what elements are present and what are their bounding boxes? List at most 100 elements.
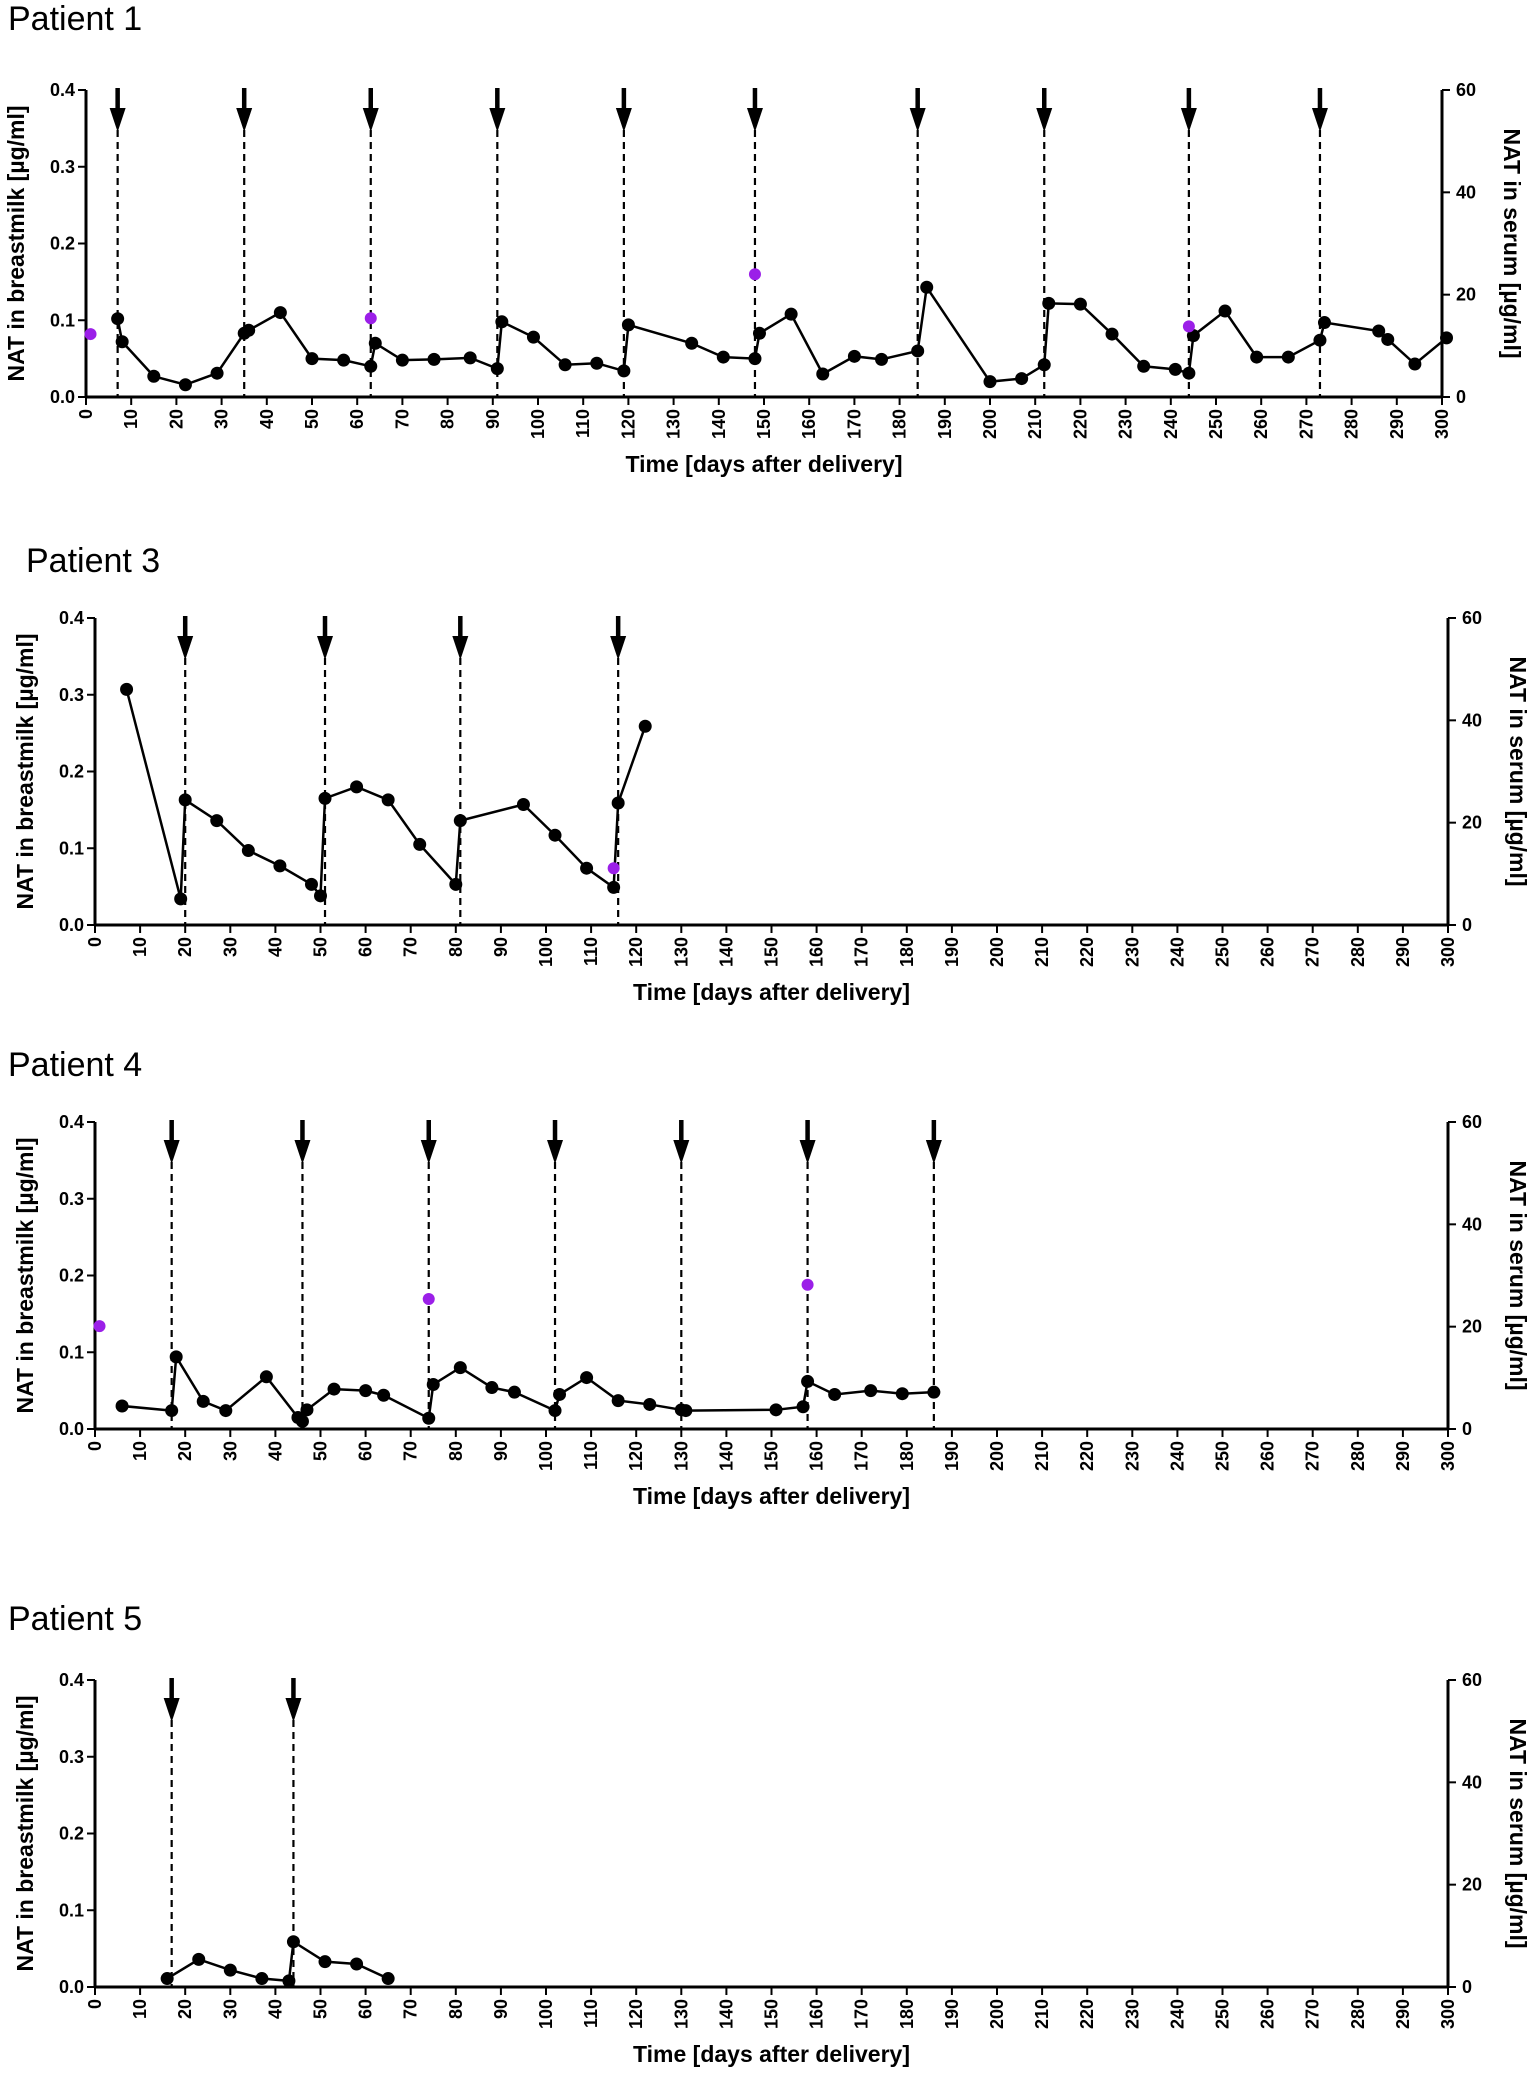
breastmilk-data-point <box>864 1384 878 1398</box>
y2-axis-label: NAT in serum [µg/ml] <box>1499 128 1525 358</box>
x-tick-label: 130 <box>664 409 684 439</box>
breastmilk-data-point <box>611 796 625 810</box>
x-tick-label: 270 <box>1303 1441 1323 1471</box>
x-tick-label: 20 <box>175 1441 195 1461</box>
breastmilk-data-point <box>318 1955 332 1969</box>
breastmilk-data-point <box>1037 358 1051 372</box>
y-tick-label: 0.3 <box>50 157 75 177</box>
dose-arrow-icon <box>673 1140 690 1164</box>
breastmilk-data-point <box>210 366 224 380</box>
breastmilk-data-point <box>580 861 594 875</box>
y2-tick-label: 0 <box>1462 1977 1472 1997</box>
y2-tick-label: 0 <box>1462 1419 1472 1439</box>
x-tick-label: 230 <box>1116 409 1136 439</box>
dose-arrow-icon <box>294 1140 311 1164</box>
x-tick-label: 200 <box>987 1441 1007 1471</box>
x-tick-label: 140 <box>716 1999 736 2029</box>
breastmilk-data-point <box>617 364 631 378</box>
x-tick-label: 250 <box>1206 409 1226 439</box>
x-tick-label: 100 <box>528 409 548 439</box>
breastmilk-data-point <box>305 352 319 366</box>
breastmilk-data-point <box>895 1387 909 1401</box>
x-tick-label: 140 <box>709 409 729 439</box>
breastmilk-data-point <box>1281 350 1295 364</box>
breastmilk-data-point <box>318 791 332 805</box>
x-tick-label: 90 <box>491 1441 511 1461</box>
x-tick-label: 290 <box>1393 937 1413 967</box>
x-tick-label: 120 <box>626 937 646 967</box>
y-tick-label: 0.1 <box>59 1342 84 1362</box>
x-tick-label: 80 <box>438 409 458 429</box>
x-tick-label: 290 <box>1387 409 1407 439</box>
x-tick-label: 180 <box>897 1441 917 1471</box>
x-axis-label: Time [days after delivery] <box>633 979 910 1005</box>
x-axis-label: Time [days after delivery] <box>626 451 903 477</box>
breastmilk-data-point <box>716 350 730 364</box>
breastmilk-data-point <box>847 349 861 363</box>
breastmilk-data-point <box>273 306 287 320</box>
x-tick-label: 10 <box>121 409 141 429</box>
breastmilk-data-point <box>381 1972 395 1986</box>
x-tick-label: 130 <box>671 937 691 967</box>
breastmilk-data-point <box>169 1350 183 1364</box>
x-tick-label: 180 <box>897 1999 917 2029</box>
panel-title: Patient 1 <box>8 0 142 38</box>
breastmilk-data-point <box>911 344 925 358</box>
x-tick-label: 290 <box>1393 1441 1413 1471</box>
breastmilk-data-point <box>377 1388 391 1402</box>
y-tick-label: 0.0 <box>50 387 75 407</box>
y-tick-label: 0.2 <box>59 1824 84 1844</box>
breastmilk-data-point <box>1105 327 1119 341</box>
breastmilk-data-point <box>115 1399 129 1413</box>
breastmilk-data-point <box>769 1403 783 1417</box>
x-tick-label: 290 <box>1393 1999 1413 2029</box>
breastmilk-data-point <box>364 359 378 373</box>
x-tick-label: 110 <box>581 1999 601 2028</box>
serum-data-point <box>84 328 97 341</box>
breastmilk-data-point <box>796 1400 810 1414</box>
y-tick-label: 0.3 <box>59 685 84 705</box>
breastmilk-data-point <box>526 330 540 344</box>
x-tick-label: 100 <box>536 1999 556 2029</box>
x-tick-label: 70 <box>401 1441 421 1461</box>
breastmilk-data-point <box>241 844 255 858</box>
dose-arrow-icon <box>236 108 253 132</box>
x-tick-label: 260 <box>1258 937 1278 967</box>
serum-data-point <box>607 862 620 875</box>
breastmilk-data-point <box>453 1361 467 1375</box>
breastmilk-data-point <box>282 1974 296 1988</box>
dose-arrow-icon <box>909 108 926 132</box>
x-tick-label: 50 <box>311 937 331 957</box>
x-tick-label: 60 <box>347 409 367 429</box>
breastmilk-data-point <box>1042 296 1056 310</box>
x-tick-label: 240 <box>1167 1999 1187 2029</box>
x-tick-label: 300 <box>1438 1441 1458 1471</box>
x-tick-label: 40 <box>257 409 277 429</box>
x-tick-label: 120 <box>618 409 638 439</box>
x-tick-label: 200 <box>980 409 1000 439</box>
breastmilk-data-point <box>453 814 467 828</box>
x-tick-label: 130 <box>671 1999 691 2029</box>
breastmilk-data-point <box>286 1935 300 1949</box>
x-tick-label: 0 <box>76 409 96 419</box>
y-tick-label: 0.4 <box>59 1112 84 1132</box>
x-tick-label: 40 <box>265 1441 285 1461</box>
y-axis-label: NAT in breastmilk [µg/ml] <box>12 1695 38 1971</box>
breastmilk-data-point <box>381 793 395 807</box>
x-tick-label: 260 <box>1251 409 1271 439</box>
x-tick-label: 60 <box>356 937 376 957</box>
breastmilk-data-point <box>553 1387 567 1401</box>
dose-arrow-icon <box>1036 108 1053 132</box>
x-tick-label: 10 <box>130 937 150 957</box>
y-tick-label: 0.2 <box>59 1266 84 1286</box>
x-tick-label: 220 <box>1070 409 1090 439</box>
breastmilk-data-point <box>449 877 463 891</box>
y2-tick-label: 40 <box>1462 1214 1482 1234</box>
series-line <box>116 283 1448 387</box>
x-tick-label: 80 <box>446 1999 466 2019</box>
dose-arrow-icon <box>163 1698 180 1722</box>
y-tick-label: 0.3 <box>59 1747 84 1767</box>
x-tick-label: 210 <box>1025 409 1045 439</box>
y-tick-label: 0.4 <box>59 1670 84 1690</box>
x-tick-label: 190 <box>942 1441 962 1471</box>
